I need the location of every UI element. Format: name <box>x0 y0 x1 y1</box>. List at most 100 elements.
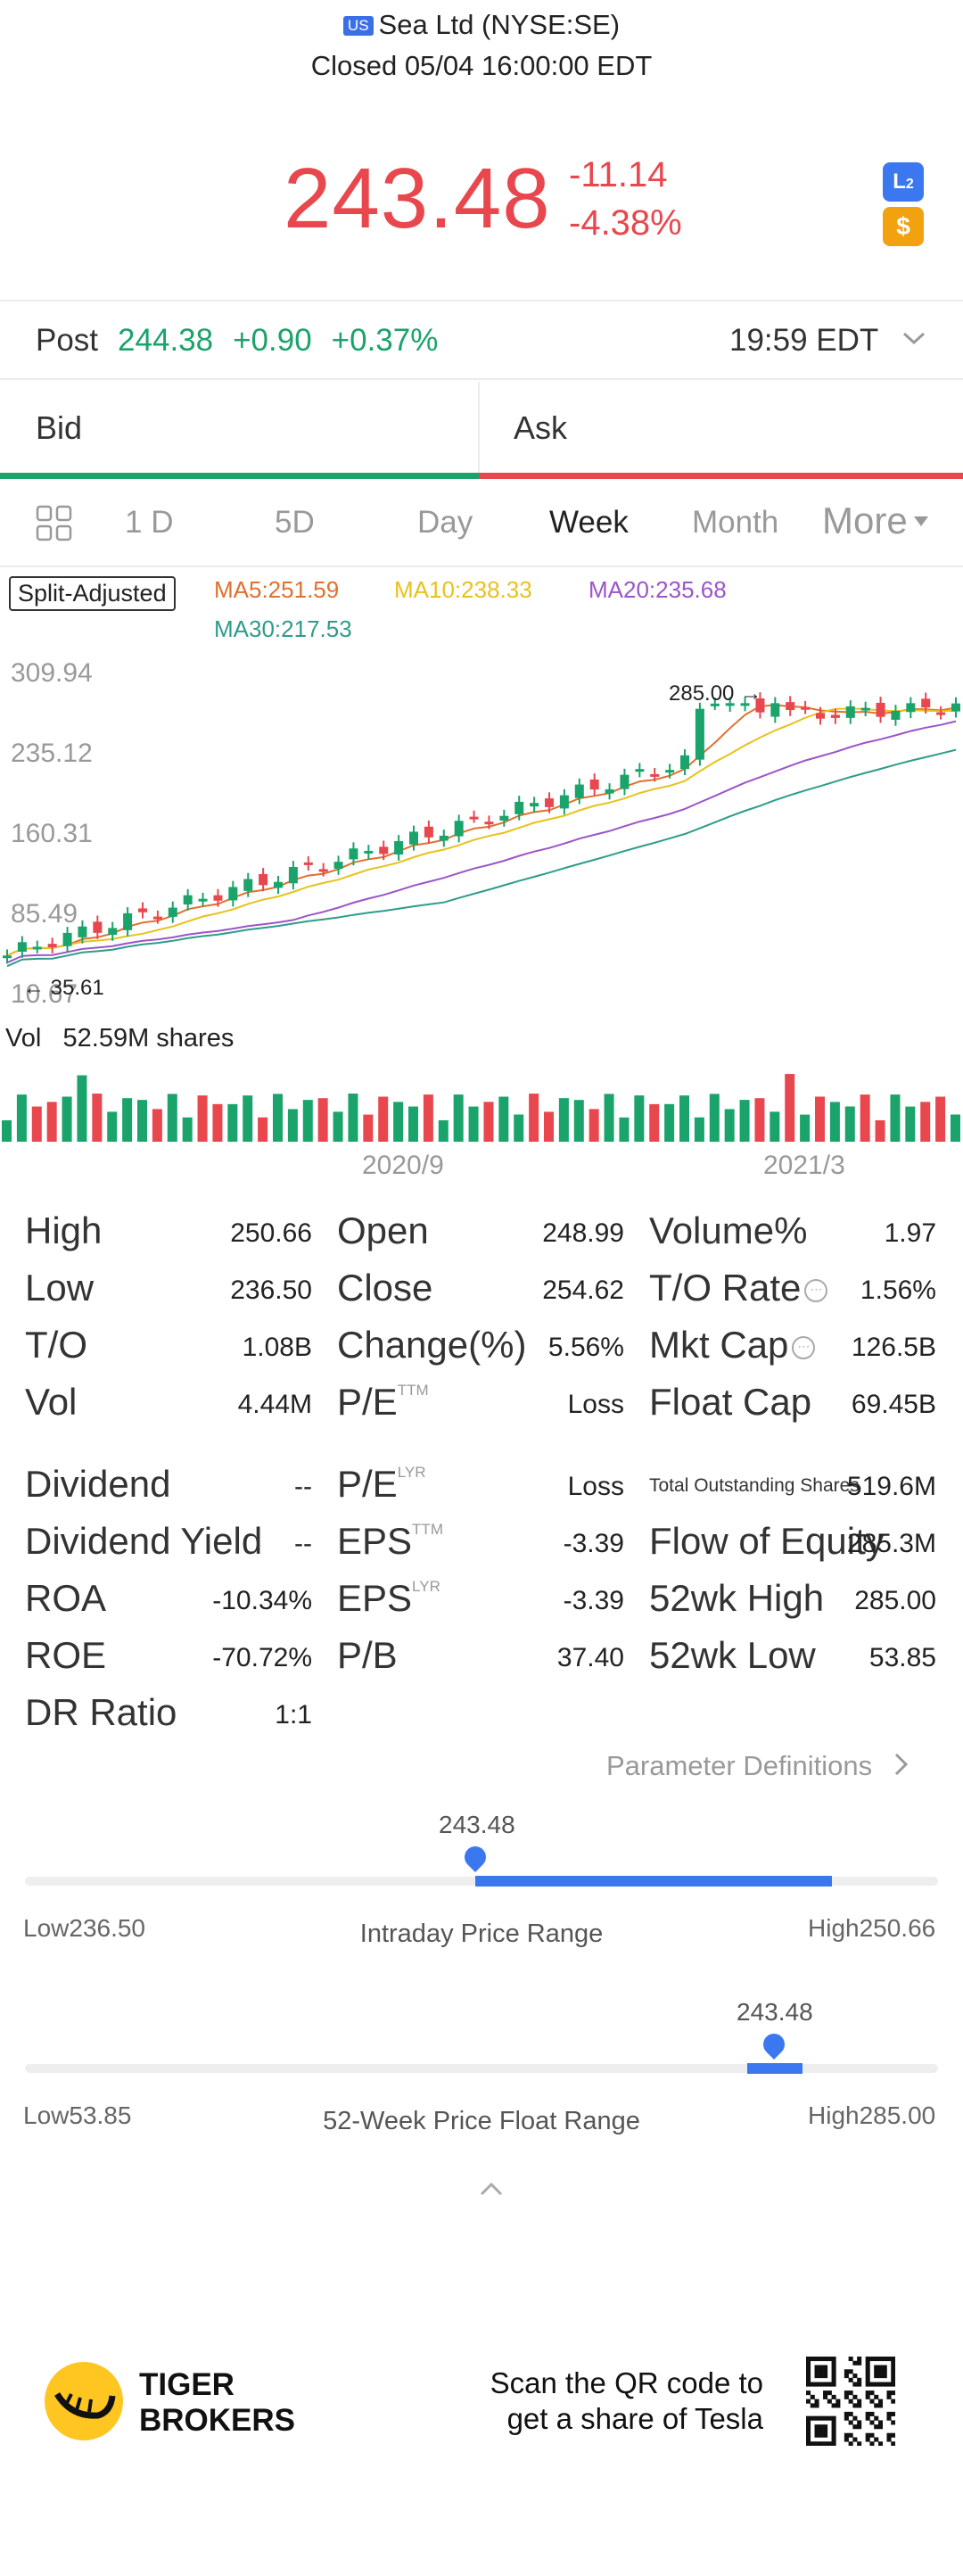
level2-button[interactable]: L2 <box>883 162 924 202</box>
post-time-selector[interactable]: 19:59 EDT <box>729 323 927 359</box>
volume-bar <box>62 1096 72 1142</box>
split-adjusted-toggle[interactable]: Split-Adjusted <box>9 576 176 611</box>
stat-label: P/ELYR <box>337 1463 426 1506</box>
ma30-label: MA30:217.53 <box>214 615 352 642</box>
stat-label-text: Volume% <box>649 1210 808 1251</box>
stat-label-text: P/E <box>337 1463 398 1505</box>
vol-title: Vol <box>5 1024 42 1053</box>
stat-label-text: T/O Rate <box>649 1267 802 1309</box>
candle-body <box>259 873 268 886</box>
stat-value: 250.66 <box>230 1218 312 1248</box>
volume-bar <box>860 1094 870 1142</box>
stat-label: P/ETTM <box>337 1381 429 1424</box>
triangle-down-icon <box>913 516 928 526</box>
stat-label: Volume% <box>649 1210 807 1252</box>
candle-body <box>213 895 223 901</box>
stat-label-text: Change(%) <box>337 1324 527 1366</box>
brand-name: TIGER BROKERS <box>139 2367 295 2439</box>
stat-label-text: Open <box>337 1210 429 1251</box>
volume-bar <box>453 1094 464 1142</box>
info-icon[interactable]: ⋯ <box>792 1336 816 1359</box>
candle-body <box>484 822 494 825</box>
stat-label-text: EPS <box>337 1577 413 1619</box>
candle-body <box>123 912 133 930</box>
ma20-label: MA20:235.68 <box>588 576 727 603</box>
parameter-definitions-link[interactable]: Parameter Definitions <box>606 1750 910 1782</box>
volume-bar <box>182 1117 193 1142</box>
stat-label-text: ROE <box>25 1634 107 1676</box>
volume-bar <box>243 1095 253 1142</box>
stat-label: Close <box>337 1267 432 1309</box>
candle-body <box>3 955 12 959</box>
ma5-label: MA5:251.59 <box>214 576 340 603</box>
volume-bar <box>302 1100 313 1142</box>
volume-bar <box>227 1103 238 1142</box>
volume-bar <box>815 1096 825 1142</box>
vol-value: 52.59M shares <box>62 1024 235 1053</box>
tab-week[interactable]: Week <box>549 505 629 540</box>
volume-bar <box>2 1120 12 1142</box>
week52-fill <box>747 2063 802 2074</box>
candle-body <box>786 702 795 711</box>
ask-bar <box>479 473 963 479</box>
volume-bar <box>920 1102 931 1142</box>
stat-value: 1.08B <box>242 1333 312 1362</box>
candle-body <box>876 702 885 717</box>
stat-value: 53.85 <box>868 1643 936 1672</box>
stat-label-text: 52wk High <box>649 1577 825 1619</box>
stat-value: 5.56% <box>547 1333 624 1362</box>
tab-more[interactable]: More <box>822 500 929 542</box>
volume-bar <box>483 1102 494 1142</box>
volume-bar <box>152 1109 162 1142</box>
tab-1d[interactable]: 1 D <box>125 505 174 540</box>
grid-icon[interactable] <box>36 505 73 542</box>
candle-body <box>228 887 238 901</box>
volume-label: Vol 52.59M shares <box>5 1024 234 1053</box>
candle-body <box>801 706 811 710</box>
volume-chart <box>2 1074 960 1142</box>
tab-5d[interactable]: 5D <box>275 505 315 540</box>
ask-label[interactable]: Ask <box>514 409 568 446</box>
volume-bar <box>529 1094 539 1142</box>
chevron-up-icon[interactable] <box>478 2180 505 2198</box>
x-tick: 2020/9 <box>362 1151 444 1180</box>
volume-bar <box>875 1119 885 1142</box>
candlestick-chart[interactable] <box>0 660 963 1017</box>
intraday-pin-icon <box>460 1842 490 1872</box>
arrow-left-icon: ← <box>23 976 45 1000</box>
stat-label: P/B <box>337 1634 398 1677</box>
stat-label: ROE <box>25 1634 106 1677</box>
divider <box>478 382 480 473</box>
y-tick: 235.12 <box>11 739 93 768</box>
stat-sup: TTM <box>412 1521 443 1538</box>
candle-body <box>333 862 343 869</box>
volume-bar <box>287 1109 298 1142</box>
candle-body <box>951 703 960 712</box>
market-badge: US <box>342 16 374 36</box>
candle-body <box>424 826 433 838</box>
stat-label: Total Outstanding Shares <box>649 1475 860 1497</box>
info-icon[interactable]: ⋯ <box>804 1279 828 1302</box>
tab-day[interactable]: Day <box>417 505 473 540</box>
dollar-icon[interactable]: $ <box>883 207 924 246</box>
scan-line2: get a share of Tesla <box>506 2402 763 2435</box>
candle-body <box>138 908 147 912</box>
tab-month[interactable]: Month <box>692 505 779 540</box>
stat-label: 52wk Low <box>649 1634 816 1677</box>
ma30-line <box>6 748 957 968</box>
candle-body <box>93 921 103 933</box>
post-market-row: Post 244.38 +0.90 +0.37% <box>36 323 438 359</box>
post-label: Post <box>36 323 99 358</box>
volume-bar <box>317 1098 328 1142</box>
stat-label-text: P/B <box>337 1634 398 1676</box>
low-marker: ← 35.61 <box>23 976 104 1001</box>
candle-body <box>394 840 404 855</box>
stat-label: Vol <box>25 1381 77 1424</box>
volume-bar <box>167 1094 177 1142</box>
stat-label: EPSTTM <box>337 1520 443 1563</box>
stat-value: Loss <box>567 1472 624 1501</box>
volume-bar <box>634 1095 645 1142</box>
bid-label[interactable]: Bid <box>36 409 83 446</box>
market-status: Closed 05/04 16:00:00 EDT <box>310 50 653 81</box>
volume-bar <box>829 1102 840 1142</box>
